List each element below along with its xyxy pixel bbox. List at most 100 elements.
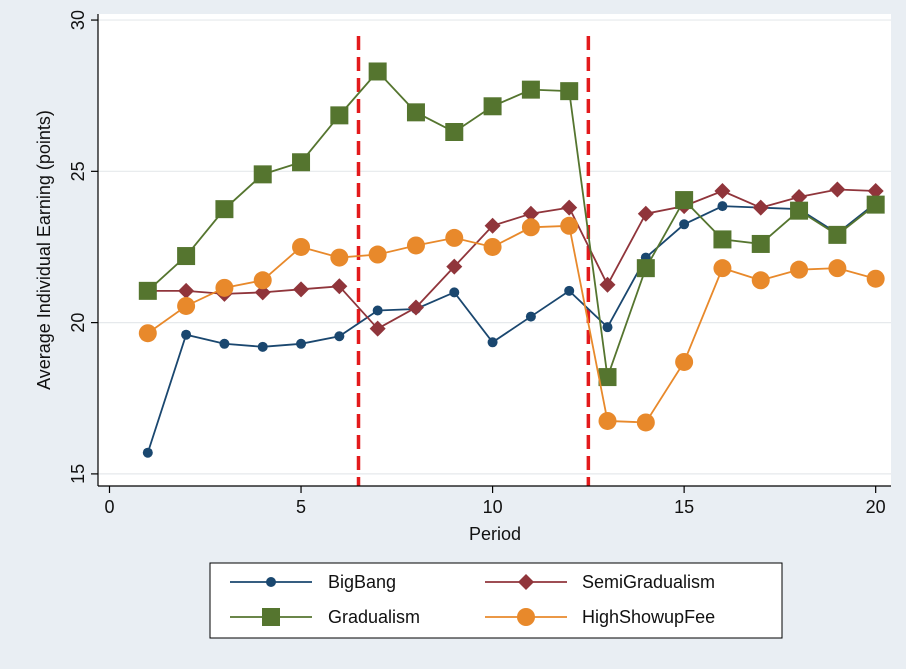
legend: BigBang SemiGradualism Gradualism HighShowu… — [209, 562, 783, 639]
data-point — [599, 276, 616, 293]
data-point — [828, 225, 847, 244]
data-point — [177, 247, 196, 266]
legend-item: SemiGradualism — [485, 572, 715, 592]
data-point — [483, 237, 502, 256]
data-point — [445, 123, 464, 141]
data-point — [293, 281, 310, 298]
legend-label: BigBang — [328, 572, 396, 592]
data-point — [406, 236, 425, 255]
reference-lines — [356, 36, 591, 486]
data-point — [751, 271, 770, 290]
data-point — [330, 248, 349, 267]
data-point — [368, 245, 387, 264]
data-point — [177, 296, 196, 315]
data-point — [521, 218, 540, 237]
data-point — [215, 200, 234, 219]
data-point — [564, 285, 575, 296]
data-point — [714, 183, 731, 199]
data-point — [138, 324, 157, 343]
legend-item: Gradualism — [230, 607, 420, 627]
data-point — [142, 447, 153, 458]
y-tick-label: 30 — [68, 10, 88, 30]
data-point — [406, 103, 425, 122]
legend-swatch-marker — [517, 608, 535, 626]
data-point — [675, 191, 694, 210]
x-tick-label: 10 — [483, 497, 503, 517]
data-point — [637, 205, 654, 222]
data-point — [138, 281, 157, 300]
data-point — [219, 338, 230, 349]
x-tick-label: 15 — [674, 497, 694, 517]
data-point — [560, 82, 579, 101]
data-point — [866, 195, 885, 214]
data-point — [445, 228, 464, 247]
legend-swatch-marker — [262, 608, 280, 626]
data-point — [369, 320, 386, 337]
data-point — [181, 329, 192, 340]
data-point — [679, 219, 690, 230]
data-point — [525, 311, 536, 322]
legend-swatch-marker — [518, 574, 534, 590]
series-group — [138, 62, 885, 458]
data-point — [561, 199, 578, 216]
data-point — [636, 413, 655, 432]
data-point — [790, 260, 809, 279]
axis-ticks: 15 20 25 30 0 5 10 15 20 — [68, 10, 886, 517]
y-tick-label: 20 — [68, 313, 88, 333]
legend-label: HighShowupFee — [582, 607, 715, 627]
data-point — [866, 269, 885, 288]
y-axis-label: Average Individual Earning (points) — [34, 110, 54, 390]
x-tick-label: 0 — [104, 497, 114, 517]
legend-item: BigBang — [230, 572, 396, 592]
data-point — [330, 106, 349, 125]
data-point — [560, 216, 579, 235]
data-point — [713, 259, 732, 278]
grid — [98, 19, 891, 475]
data-point — [292, 237, 311, 256]
data-point — [713, 230, 732, 249]
data-point — [598, 368, 617, 387]
data-point — [292, 153, 311, 172]
x-axis-label: Period — [469, 524, 521, 544]
data-point — [334, 331, 345, 342]
data-point — [636, 259, 655, 278]
data-point — [407, 299, 424, 316]
data-point — [484, 217, 501, 234]
y-tick-label: 15 — [68, 464, 88, 484]
data-point — [717, 201, 728, 212]
data-point — [867, 183, 884, 199]
series-gradualism — [138, 62, 885, 387]
data-point — [598, 411, 617, 430]
legend-entries: BigBang SemiGradualism Gradualism HighShowu… — [230, 572, 715, 627]
data-point — [751, 234, 770, 253]
data-point — [675, 352, 694, 371]
data-point — [372, 305, 383, 316]
data-point — [254, 284, 271, 301]
data-point — [791, 189, 808, 206]
legend-swatch-marker — [266, 577, 276, 587]
data-point — [446, 258, 463, 275]
data-point — [828, 259, 847, 278]
data-point — [522, 205, 539, 222]
legend-box — [209, 562, 783, 639]
legend-item: HighShowupFee — [485, 607, 715, 627]
x-tick-label: 20 — [866, 497, 886, 517]
data-point — [257, 341, 268, 352]
data-point — [483, 97, 502, 116]
data-point — [521, 80, 540, 99]
data-point — [368, 62, 387, 81]
data-point — [602, 322, 613, 333]
legend-label: Gradualism — [328, 607, 420, 627]
data-point — [253, 165, 272, 184]
data-point — [790, 201, 809, 220]
data-point — [253, 271, 272, 290]
data-point — [178, 282, 195, 299]
y-tick-label: 25 — [68, 161, 88, 181]
data-point — [752, 199, 769, 216]
data-point — [331, 278, 348, 295]
data-point — [487, 337, 498, 348]
series-highshowupfee — [138, 216, 885, 432]
legend-label: SemiGradualism — [582, 572, 715, 592]
